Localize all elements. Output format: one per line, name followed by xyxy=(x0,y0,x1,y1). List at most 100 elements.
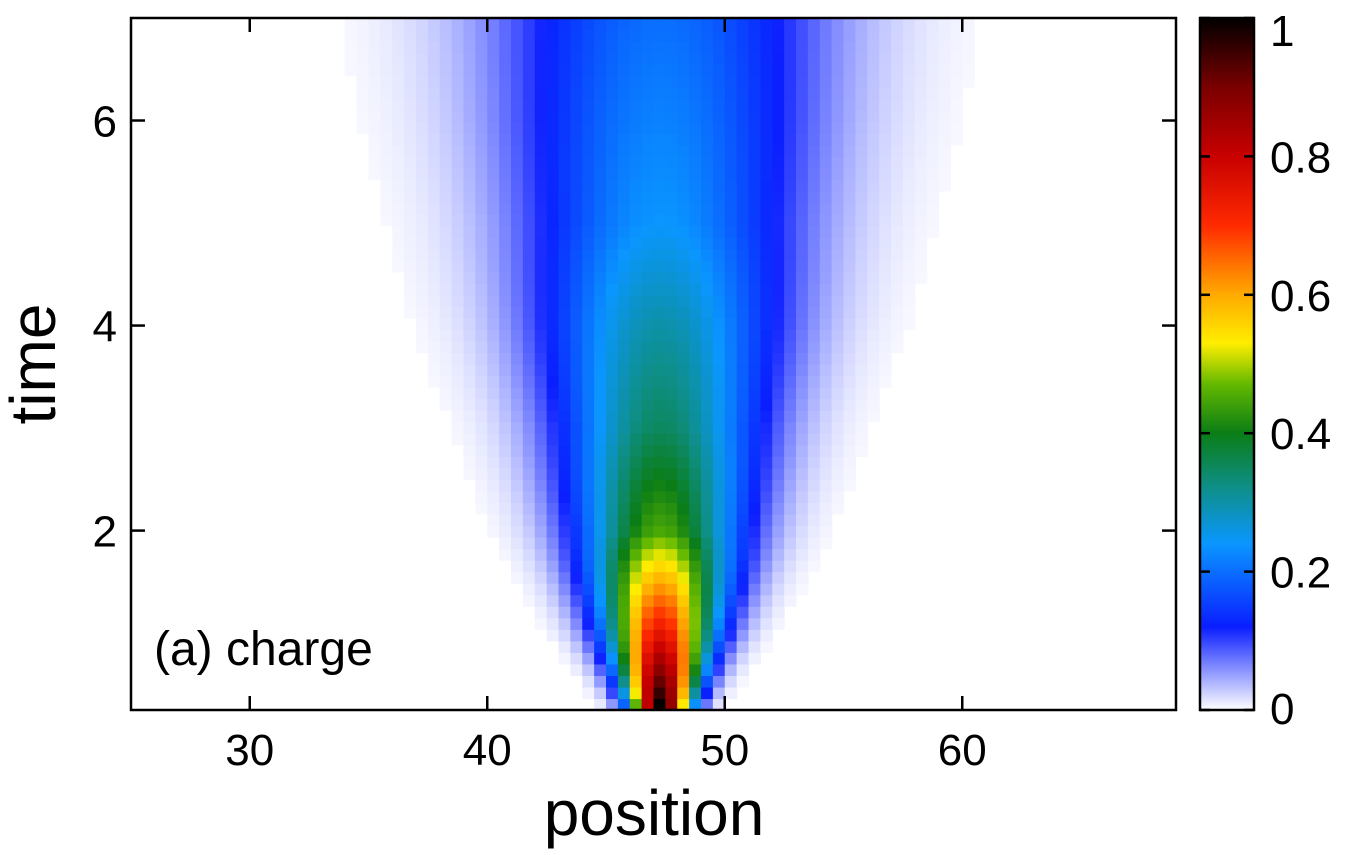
heatmap-cell xyxy=(392,225,405,238)
heatmap-cell xyxy=(594,513,607,527)
heatmap-cell xyxy=(451,52,465,65)
heatmap-cell xyxy=(522,340,536,354)
heatmap-cell xyxy=(701,375,714,388)
heatmap-cell xyxy=(736,283,750,296)
heatmap-cell xyxy=(819,433,833,446)
heatmap-cell xyxy=(392,167,405,181)
heatmap-cell xyxy=(665,479,678,492)
heatmap-cell xyxy=(784,237,797,250)
heatmap-cell xyxy=(392,29,405,42)
heatmap-cell xyxy=(665,156,678,169)
heatmap-cell xyxy=(392,191,405,204)
heatmap-cell xyxy=(582,317,595,330)
heatmap-cell xyxy=(796,144,809,157)
heatmap-cell xyxy=(641,306,655,319)
heatmap-cell xyxy=(807,387,821,400)
heatmap-cell xyxy=(641,340,655,354)
heatmap-cell xyxy=(558,306,571,319)
heatmap-cell xyxy=(653,467,666,480)
heatmap-cell xyxy=(629,525,643,538)
heatmap-cell xyxy=(617,64,631,77)
heatmap-cell xyxy=(546,629,560,642)
heatmap-cell xyxy=(522,167,536,181)
heatmap-cell xyxy=(772,179,785,192)
heatmap-cell xyxy=(511,571,524,584)
heatmap-cell xyxy=(807,98,821,111)
heatmap-cell xyxy=(736,41,750,54)
heatmap-cell xyxy=(736,421,750,434)
heatmap-cell xyxy=(594,133,607,146)
heatmap-cell xyxy=(867,364,880,377)
heatmap-cell xyxy=(451,144,465,157)
heatmap-cell xyxy=(641,352,655,365)
heatmap-cell xyxy=(748,64,761,77)
heatmap-cell xyxy=(641,29,655,42)
heatmap-cell xyxy=(701,340,714,354)
heatmap-cell xyxy=(582,98,595,111)
heatmap-cell xyxy=(617,98,631,111)
heatmap-cell xyxy=(867,121,880,134)
heatmap-cell xyxy=(629,98,643,111)
heatmap-cell xyxy=(855,317,868,330)
heatmap-cell xyxy=(712,237,726,250)
heatmap-cell xyxy=(665,686,678,700)
heatmap-cell xyxy=(902,87,916,100)
heatmap-cell xyxy=(796,571,809,584)
heatmap-cell xyxy=(807,191,821,204)
heatmap-cell xyxy=(796,225,809,238)
heatmap-cell xyxy=(665,675,678,688)
heatmap-cell xyxy=(819,387,833,400)
heatmap-cell xyxy=(558,179,571,192)
heatmap-cell xyxy=(843,467,856,480)
heatmap-cell xyxy=(570,398,583,411)
heatmap-cell xyxy=(392,248,405,261)
heatmap-cell xyxy=(701,617,714,630)
heatmap-cell xyxy=(867,329,880,342)
heatmap-cell xyxy=(617,606,631,619)
heatmap-cell xyxy=(511,283,524,296)
heatmap-cell xyxy=(582,513,595,527)
heatmap-cell xyxy=(380,202,393,215)
heatmap-cell xyxy=(606,340,619,354)
heatmap-cell xyxy=(522,87,536,100)
heatmap-cell xyxy=(902,29,916,42)
heatmap-cell xyxy=(416,248,429,261)
heatmap-cell xyxy=(641,387,655,400)
heatmap-cell xyxy=(653,260,666,273)
heatmap-cell xyxy=(831,456,845,469)
heatmap-cell xyxy=(475,467,488,480)
heatmap-cell xyxy=(570,663,583,676)
heatmap-cell xyxy=(724,248,738,261)
heatmap-cell xyxy=(653,121,666,134)
heatmap-cell xyxy=(534,271,548,284)
heatmap-cell xyxy=(712,283,726,296)
heatmap-cell xyxy=(926,18,940,31)
heatmap-cell xyxy=(617,191,631,204)
heatmap-cell xyxy=(748,237,761,250)
heatmap-cell xyxy=(724,271,738,284)
heatmap-cell xyxy=(617,560,631,573)
heatmap-cell xyxy=(629,75,643,88)
heatmap-cell xyxy=(475,110,488,123)
heatmap-cell xyxy=(724,583,738,596)
heatmap-cell xyxy=(760,479,773,492)
heatmap-cell xyxy=(416,156,429,169)
heatmap-cell xyxy=(594,537,607,550)
heatmap-cell xyxy=(796,340,809,354)
heatmap-cell xyxy=(617,583,631,596)
heatmap-cell xyxy=(522,387,536,400)
heatmap-cell xyxy=(451,202,465,215)
heatmap-cell xyxy=(891,133,904,146)
heatmap-cell xyxy=(760,421,773,434)
heatmap-cell xyxy=(926,98,940,111)
heatmap-cell xyxy=(891,306,904,319)
heatmap-cell xyxy=(511,294,524,307)
heatmap-cell xyxy=(511,156,524,169)
heatmap-cell xyxy=(606,329,619,342)
heatmap-cell xyxy=(463,248,476,261)
heatmap-cell xyxy=(796,467,809,480)
heatmap-cell xyxy=(522,144,536,157)
heatmap-cell xyxy=(629,225,643,238)
heatmap-cell xyxy=(843,167,856,181)
heatmap-cell xyxy=(831,121,845,134)
